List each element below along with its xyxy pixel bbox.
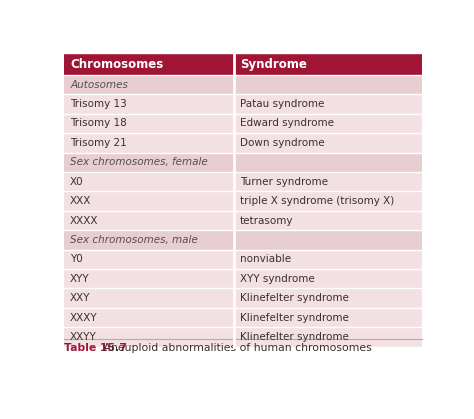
Bar <box>64 75 422 94</box>
Text: Autosomes: Autosomes <box>70 80 128 90</box>
Bar <box>64 327 422 347</box>
Text: XYY syndrome: XYY syndrome <box>240 274 315 284</box>
Bar <box>64 211 422 230</box>
Bar <box>64 289 422 308</box>
Bar <box>64 114 422 133</box>
Bar <box>64 269 422 289</box>
Text: Syndrome: Syndrome <box>240 58 307 71</box>
Text: Sex chromosomes, female: Sex chromosomes, female <box>70 157 208 167</box>
Text: Trisomy 13: Trisomy 13 <box>70 99 127 109</box>
Text: Patau syndrome: Patau syndrome <box>240 99 325 109</box>
Text: Chromosomes: Chromosomes <box>70 58 164 71</box>
Text: Trisomy 21: Trisomy 21 <box>70 138 127 148</box>
Bar <box>64 308 422 327</box>
Text: XXY: XXY <box>70 293 91 303</box>
Text: Klinefelter syndrome: Klinefelter syndrome <box>240 332 349 342</box>
Text: Edward syndrome: Edward syndrome <box>240 119 334 129</box>
Text: X0: X0 <box>70 177 84 187</box>
Text: XYY: XYY <box>70 274 90 284</box>
Bar <box>64 94 422 114</box>
Text: XXX: XXX <box>70 196 91 206</box>
Text: Y0: Y0 <box>70 254 83 264</box>
Text: Trisomy 18: Trisomy 18 <box>70 119 127 129</box>
Text: triple X syndrome (trisomy X): triple X syndrome (trisomy X) <box>240 196 394 206</box>
Bar <box>64 230 422 250</box>
Text: Klinefelter syndrome: Klinefelter syndrome <box>240 313 349 323</box>
Bar <box>64 172 422 191</box>
Text: Sex chromosomes, male: Sex chromosomes, male <box>70 235 198 245</box>
Text: XXXX: XXXX <box>70 215 99 225</box>
Bar <box>64 250 422 269</box>
Text: Table 15.7: Table 15.7 <box>64 343 127 353</box>
Text: XXYY: XXYY <box>70 332 97 342</box>
Text: Turner syndrome: Turner syndrome <box>240 177 328 187</box>
Bar <box>64 191 422 211</box>
Text: Klinefelter syndrome: Klinefelter syndrome <box>240 293 349 303</box>
Text: Aneuploid abnormalities of human chromosomes: Aneuploid abnormalities of human chromos… <box>100 343 371 353</box>
Bar <box>64 153 422 172</box>
Text: nonviable: nonviable <box>240 254 292 264</box>
Bar <box>64 133 422 153</box>
Text: tetrasomy: tetrasomy <box>240 215 294 225</box>
Text: XXXY: XXXY <box>70 313 98 323</box>
Text: Down syndrome: Down syndrome <box>240 138 325 148</box>
Bar <box>64 53 422 75</box>
